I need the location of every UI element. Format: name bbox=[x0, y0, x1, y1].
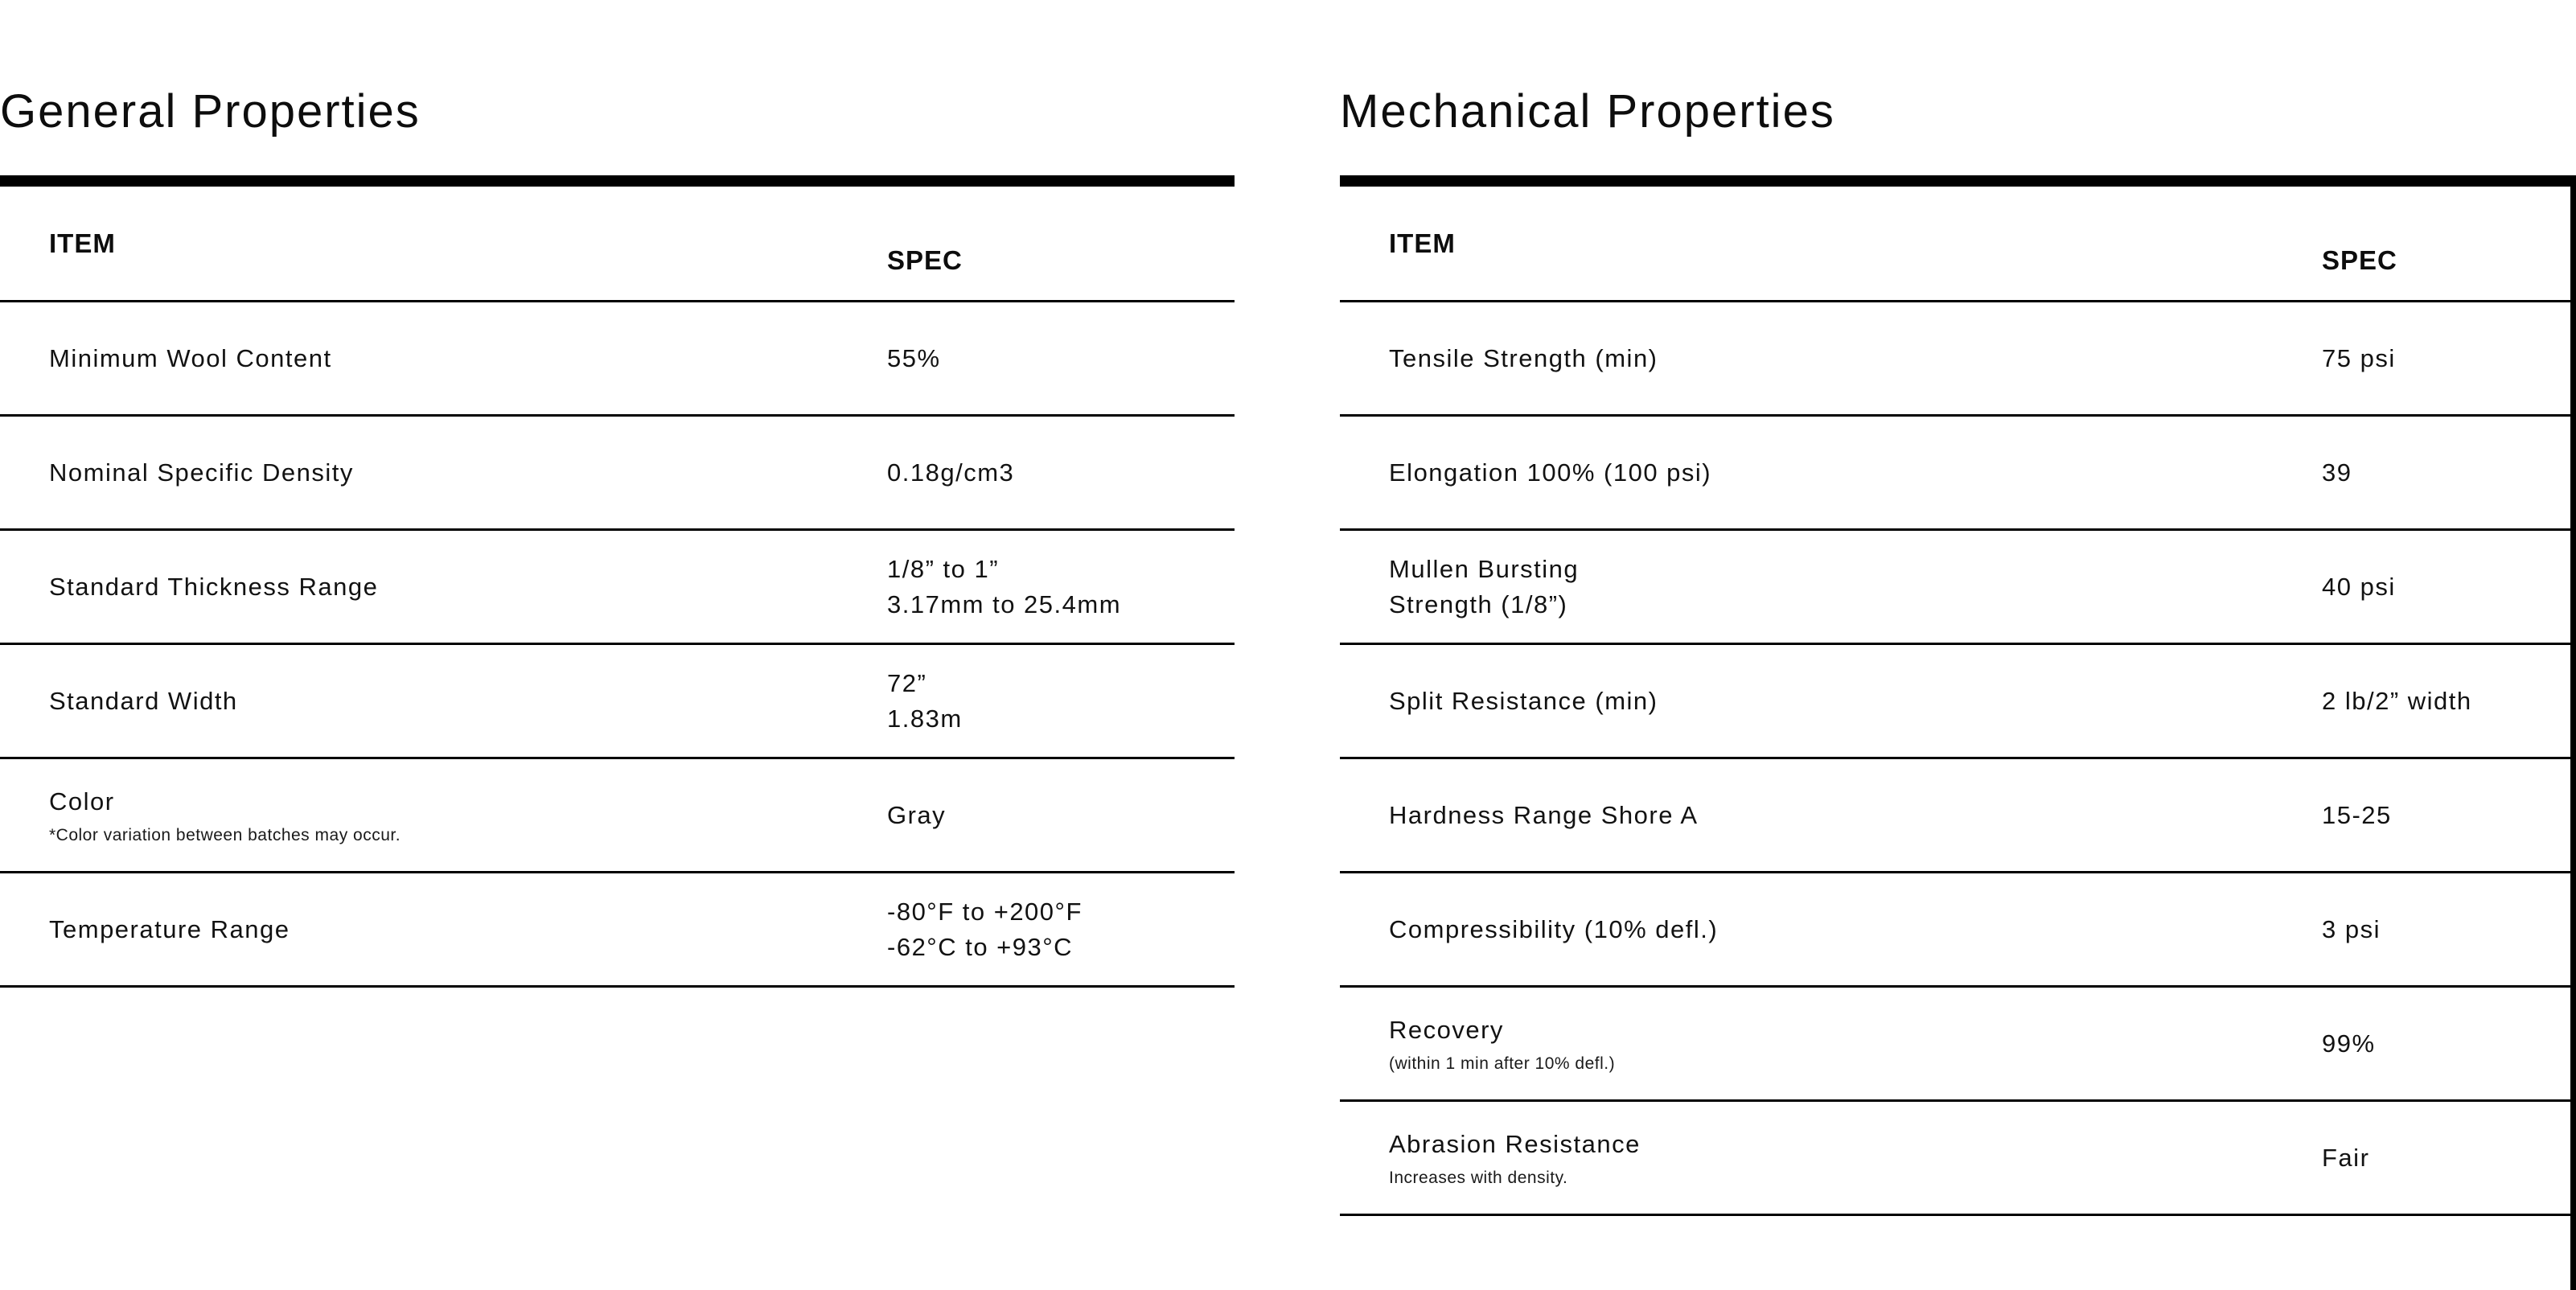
spec-cell: 39 bbox=[2322, 455, 2576, 490]
item-cell: Mullen Bursting Strength (1/8”) bbox=[1340, 552, 2322, 622]
item-cell: Split Resistance (min) bbox=[1340, 684, 2322, 718]
table-row: Mullen Bursting Strength (1/8”) 40 psi bbox=[1340, 531, 2576, 645]
item-label: Standard Width bbox=[49, 686, 238, 715]
spec-column-header: SPEC bbox=[2322, 245, 2397, 276]
item-note: Increases with density. bbox=[1389, 1168, 1568, 1187]
panel-divider-bar bbox=[0, 175, 1235, 187]
item-label: Temperature Range bbox=[49, 914, 290, 943]
spec-value: 15-25 bbox=[2322, 800, 2392, 829]
spec-value: 75 psi bbox=[2322, 343, 2396, 372]
item-label: Elongation 100% (100 psi) bbox=[1389, 458, 1712, 487]
item-label: Minimum Wool Content bbox=[49, 343, 332, 372]
item-cell: Hardness Range Shore A bbox=[1340, 798, 2322, 832]
item-note: *Color variation between batches may occ… bbox=[49, 825, 401, 844]
spec-cell: 40 psi bbox=[2322, 569, 2576, 604]
spec-cell: Fair bbox=[2322, 1140, 2576, 1175]
spec-cell: 99% bbox=[2322, 1026, 2576, 1061]
table-row: Nominal Specific Density 0.18g/cm3 bbox=[0, 417, 1235, 531]
spec-value: 3 psi bbox=[2322, 914, 2381, 943]
spec-cell: 0.18g/cm3 bbox=[887, 455, 1235, 490]
item-cell: Recovery (within 1 min after 10% defl.) bbox=[1340, 1013, 2322, 1074]
item-cell: Abrasion Resistance Increases with densi… bbox=[1340, 1127, 2322, 1189]
spec-value: 99% bbox=[2322, 1029, 2376, 1058]
item-label: Split Resistance (min) bbox=[1389, 686, 1658, 715]
table-row: Recovery (within 1 min after 10% defl.) … bbox=[1340, 988, 2576, 1102]
spec-value: 55% bbox=[887, 343, 941, 372]
spec-cell: 2 lb/2” width bbox=[2322, 684, 2576, 718]
table-row: Compressibility (10% defl.) 3 psi bbox=[1340, 873, 2576, 988]
general-properties-panel: General Properties ITEM SPEC Minimum Woo… bbox=[0, 0, 1235, 1290]
item-label: Abrasion Resistance bbox=[1389, 1130, 1641, 1159]
spec-value: 40 psi bbox=[2322, 572, 2396, 601]
spec-value: -80°F to +200°F -62°C to +93°C bbox=[887, 898, 1083, 961]
table-row: Abrasion Resistance Increases with densi… bbox=[1340, 1102, 2576, 1216]
panel-divider-bar bbox=[1340, 175, 2576, 187]
item-note: (within 1 min after 10% defl.) bbox=[1389, 1054, 1616, 1073]
table-row: Standard Thickness Range 1/8” to 1” 3.17… bbox=[0, 531, 1235, 645]
table-row: Color *Color variation between batches m… bbox=[0, 759, 1235, 873]
table-row: Temperature Range -80°F to +200°F -62°C … bbox=[0, 873, 1235, 988]
item-cell: Color *Color variation between batches m… bbox=[0, 784, 887, 846]
table-row: Standard Width 72” 1.83m bbox=[0, 645, 1235, 759]
item-cell: Standard Width bbox=[0, 684, 887, 718]
spec-cell: -80°F to +200°F -62°C to +93°C bbox=[887, 894, 1235, 964]
spec-value: 1/8” to 1” 3.17mm to 25.4mm bbox=[887, 555, 1122, 618]
spec-cell: 72” 1.83m bbox=[887, 666, 1235, 736]
mechanical-properties-panel: Mechanical Properties ITEM SPEC Tensile … bbox=[1340, 0, 2576, 1290]
table-row: Tensile Strength (min) 75 psi bbox=[1340, 302, 2576, 417]
item-cell: Minimum Wool Content bbox=[0, 341, 887, 376]
table-row: Hardness Range Shore A 15-25 bbox=[1340, 759, 2576, 873]
item-label: Color bbox=[49, 787, 115, 816]
table-header-row: ITEM SPEC bbox=[0, 187, 1235, 302]
general-properties-title: General Properties bbox=[0, 84, 421, 138]
spec-value: 0.18g/cm3 bbox=[887, 458, 1015, 487]
right-edge-rule bbox=[2570, 175, 2576, 1290]
item-cell: Tensile Strength (min) bbox=[1340, 341, 2322, 376]
mechanical-properties-title: Mechanical Properties bbox=[1340, 84, 1835, 138]
mechanical-properties-table: ITEM SPEC Tensile Strength (min) 75 psi … bbox=[1340, 187, 2576, 1216]
table-row: Elongation 100% (100 psi) 39 bbox=[1340, 417, 2576, 531]
item-cell: Compressibility (10% defl.) bbox=[1340, 912, 2322, 947]
spec-column-header: SPEC bbox=[887, 245, 963, 276]
spec-cell: 75 psi bbox=[2322, 341, 2576, 376]
spec-cell: 15-25 bbox=[2322, 798, 2576, 832]
general-properties-table: ITEM SPEC Minimum Wool Content 55% Nomin… bbox=[0, 187, 1235, 988]
spec-value: Gray bbox=[887, 800, 947, 829]
table-header-row: ITEM SPEC bbox=[1340, 187, 2576, 302]
spec-value: 39 bbox=[2322, 458, 2352, 487]
item-cell: Temperature Range bbox=[0, 912, 887, 947]
item-cell: Elongation 100% (100 psi) bbox=[1340, 455, 2322, 490]
item-label: Tensile Strength (min) bbox=[1389, 343, 1658, 372]
item-column-header: ITEM bbox=[49, 228, 116, 258]
item-label: Standard Thickness Range bbox=[49, 572, 379, 601]
spec-cell: 3 psi bbox=[2322, 912, 2576, 947]
item-column-header: ITEM bbox=[1389, 228, 1456, 258]
item-cell: Standard Thickness Range bbox=[0, 569, 887, 604]
spec-cell: Gray bbox=[887, 798, 1235, 832]
item-label: Nominal Specific Density bbox=[49, 458, 354, 487]
item-label: Mullen Bursting Strength (1/8”) bbox=[1389, 555, 1580, 618]
spec-value: 2 lb/2” width bbox=[2322, 686, 2472, 715]
item-label: Hardness Range Shore A bbox=[1389, 800, 1699, 829]
spec-cell: 1/8” to 1” 3.17mm to 25.4mm bbox=[887, 552, 1235, 622]
item-label: Compressibility (10% defl.) bbox=[1389, 914, 1719, 943]
spec-value: Fair bbox=[2322, 1143, 2370, 1172]
item-label: Recovery bbox=[1389, 1016, 1504, 1045]
spec-cell: 55% bbox=[887, 341, 1235, 376]
spec-value: 72” 1.83m bbox=[887, 669, 963, 733]
item-cell: Nominal Specific Density bbox=[0, 455, 887, 490]
table-row: Minimum Wool Content 55% bbox=[0, 302, 1235, 417]
table-row: Split Resistance (min) 2 lb/2” width bbox=[1340, 645, 2576, 759]
